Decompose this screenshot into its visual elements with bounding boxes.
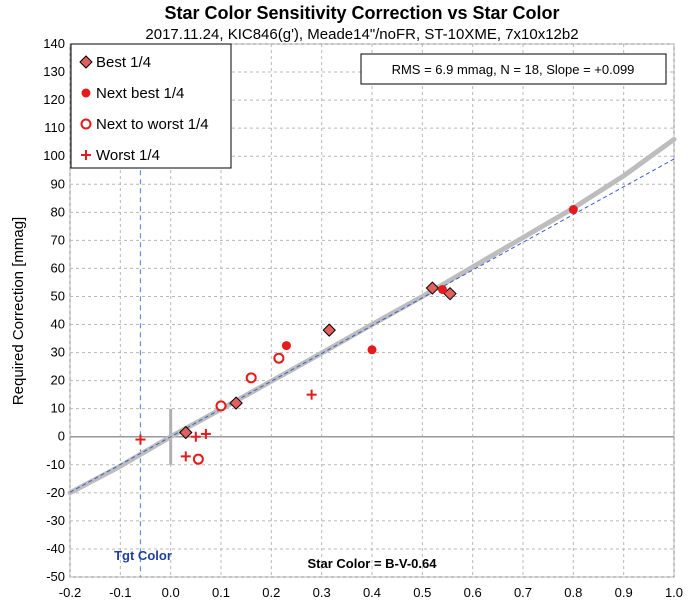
- x-tick-label: 0.1: [212, 585, 230, 600]
- data-point: [229, 396, 243, 410]
- data-point: [367, 345, 377, 355]
- data-point: [200, 428, 211, 439]
- x-axis-label: Star Color = B-V-0.64: [308, 556, 438, 571]
- data-point: [273, 352, 285, 364]
- x-tick-label: 0.5: [413, 585, 431, 600]
- legend-label: Worst 1/4: [96, 147, 160, 164]
- y-tick-label: 80: [51, 204, 65, 219]
- data-point: [135, 434, 146, 445]
- data-point: [437, 284, 447, 294]
- x-tick-label: 0.4: [363, 585, 381, 600]
- data-point: [281, 341, 291, 351]
- y-tick-label: 120: [43, 92, 65, 107]
- y-tick-label: -20: [46, 485, 65, 500]
- legend-marker: [81, 88, 91, 98]
- legend-marker: [79, 55, 93, 69]
- data-point: [192, 453, 204, 465]
- legend: Best 1/4 Next best 1/4 Next to worst 1/4 Wo…: [70, 43, 232, 169]
- data-point: [180, 451, 191, 462]
- y-tick-label: 70: [51, 232, 65, 247]
- y-tick-label: 100: [43, 148, 65, 163]
- y-tick-label: -30: [46, 513, 65, 528]
- y-tick-label: -40: [46, 541, 65, 556]
- linear-fit-line: [69, 158, 675, 493]
- legend-marker: [81, 150, 91, 160]
- target-color-label: Tgt Color: [114, 548, 172, 563]
- y-tick-label: -10: [46, 457, 65, 472]
- data-point: [322, 323, 336, 337]
- x-tick-label: 0.7: [514, 585, 532, 600]
- legend-marker: [80, 118, 92, 130]
- x-tick-label: 0.2: [262, 585, 280, 600]
- x-tick-label: 0.3: [313, 585, 331, 600]
- stats-box: RMS = 6.9 mmag, N = 18, Slope = +0.099: [360, 53, 667, 85]
- chart-subtitle: 2017.11.24, KIC846(g'), Meade14"/noFR, S…: [145, 26, 578, 43]
- y-tick-label: 50: [51, 288, 65, 303]
- y-tick-label: 130: [43, 64, 65, 79]
- stats-text: RMS = 6.9 mmag, N = 18, Slope = +0.099: [392, 62, 635, 77]
- y-tick-label: 10: [51, 401, 65, 416]
- data-point: [215, 400, 227, 412]
- chart-title: Star Color Sensitivity Correction vs Sta…: [164, 3, 559, 23]
- y-tick-label: -50: [46, 569, 65, 584]
- y-tick-label: 20: [51, 373, 65, 388]
- legend-label: Best 1/4: [96, 54, 151, 71]
- y-tick-label: 0: [58, 429, 65, 444]
- data-point: [245, 372, 257, 384]
- legend-label: Next best 1/4: [96, 85, 184, 102]
- x-tick-label: -0.2: [59, 585, 81, 600]
- data-points: [135, 205, 578, 465]
- y-tick-label: 140: [43, 36, 65, 51]
- legend-label: Next to worst 1/4: [96, 116, 209, 133]
- x-tick-label: 0.9: [615, 585, 633, 600]
- x-tick-label: 1.0: [665, 585, 683, 600]
- x-tick-label: 0.8: [564, 585, 582, 600]
- x-tick-label: -0.1: [109, 585, 131, 600]
- y-tick-label: 40: [51, 317, 65, 332]
- y-tick-label: 90: [51, 176, 65, 191]
- data-point: [306, 389, 317, 400]
- y-tick-label: 30: [51, 345, 65, 360]
- tick-labels: -0.2 -0.1 0.0 0.1 0.2 0.3 0.4 0.5 0.6 0.7 0.8 0.9 1.…: [43, 36, 683, 600]
- data-point: [425, 281, 440, 295]
- x-tick-label: 0.6: [464, 585, 482, 600]
- y-axis-label: Required Correction [mmag]: [10, 217, 27, 405]
- y-tick-label: 110: [44, 120, 65, 135]
- data-point: [179, 425, 193, 440]
- data-point: [568, 205, 578, 215]
- y-tick-label: 60: [51, 260, 65, 275]
- data-point: [190, 431, 201, 442]
- x-tick-label: 0.0: [162, 585, 180, 600]
